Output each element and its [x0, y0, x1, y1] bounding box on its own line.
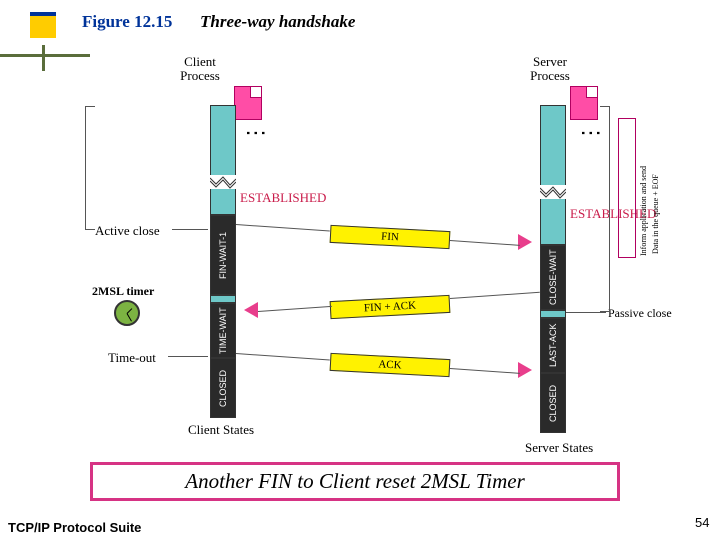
server-states-label: Server States	[525, 440, 593, 456]
page-number: 54	[695, 515, 709, 530]
footer-suite: TCP/IP Protocol Suite	[8, 520, 141, 535]
caption-text: Another FIN to Client reset 2MSL Timer	[185, 469, 525, 493]
client-timeline: FIN-WAIT-1 TIME-WAIT CLOSED	[210, 105, 236, 418]
clock-icon	[114, 300, 140, 326]
client-seg-timewait: TIME-WAIT	[210, 303, 236, 358]
server-doc-icon	[570, 86, 598, 120]
active-close-bracket	[85, 106, 95, 230]
fin-arrow	[518, 234, 532, 250]
server-zigzag	[540, 185, 566, 199]
figure-number: Figure 12.15	[82, 12, 172, 32]
ack-line-r	[450, 368, 520, 374]
passive-close-arrow	[566, 312, 606, 313]
client-seg-closed: CLOSED	[210, 358, 236, 418]
client-states-label: Client States	[188, 422, 254, 438]
server-seg-gap	[540, 310, 566, 318]
client-seg-finwait1: FIN-WAIT-1	[210, 215, 236, 295]
client-seg-established	[210, 105, 236, 215]
inform-box	[618, 118, 636, 258]
client-process-label: ClientProcess	[170, 55, 230, 84]
ack-message: ACK	[330, 353, 451, 377]
header-rule	[0, 54, 90, 57]
client-established-label: ESTABLISHED	[240, 190, 326, 206]
finack-arrow	[244, 302, 258, 318]
client-seg-gap	[210, 295, 236, 303]
finack-line-r	[450, 292, 540, 299]
finack-message: FIN + ACK	[330, 295, 451, 319]
header-rule-vert	[42, 45, 45, 71]
passive-close-label: Passive close	[608, 306, 672, 321]
server-timeline: CLOSE-WAIT LAST-ACK CLOSED	[540, 105, 566, 433]
active-close-arrow	[172, 229, 208, 230]
server-process-label: ServerProcess	[520, 55, 580, 84]
finack-line-l	[258, 306, 332, 312]
slide-bullet	[30, 12, 56, 38]
timer-label: 2MSL timer	[92, 284, 154, 299]
fin-line-l	[236, 224, 330, 232]
fin-line-r	[450, 240, 520, 246]
server-seg-closed: CLOSED	[540, 373, 566, 433]
client-dots: ⋮	[243, 122, 269, 145]
data-queue-text: Data in the queue + EOF	[652, 128, 661, 254]
ack-arrow	[518, 362, 532, 378]
figure-title: Three-way handshake	[200, 12, 355, 32]
ack-line-l	[236, 353, 330, 361]
server-seg-lastack: LAST-ACK	[540, 318, 566, 373]
timeout-arrow	[168, 356, 208, 357]
inform-text: Inform application and send	[640, 120, 649, 256]
active-close-label: Active close	[95, 223, 160, 239]
server-seg-closewait: CLOSE-WAIT	[540, 245, 566, 310]
caption-box: Another FIN to Client reset 2MSL Timer	[90, 462, 620, 501]
server-bracket	[600, 106, 610, 312]
timeout-label: Time-out	[108, 350, 156, 366]
server-seg-established	[540, 105, 566, 245]
client-zigzag	[210, 175, 236, 189]
fin-message: FIN	[330, 225, 451, 249]
client-doc-icon	[234, 86, 262, 120]
